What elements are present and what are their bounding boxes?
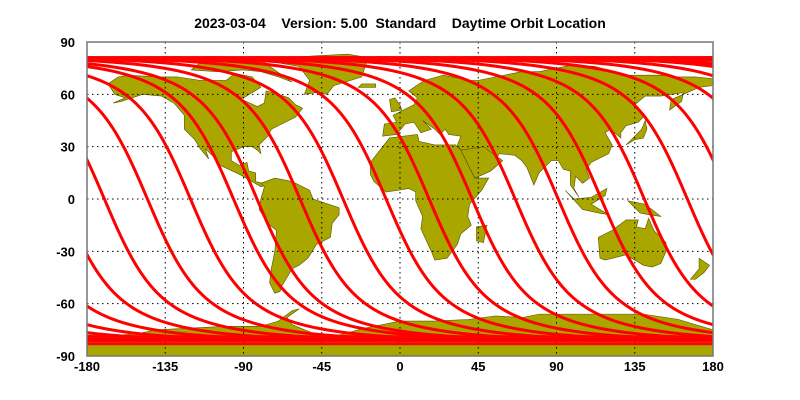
orbit-track xyxy=(87,56,611,342)
land-indonesia xyxy=(564,187,609,215)
land-new-zealand xyxy=(689,257,710,280)
orbit-track xyxy=(87,56,654,342)
y-tick-label: 60 xyxy=(61,87,75,102)
orbit-track xyxy=(745,58,800,340)
land-arabia xyxy=(460,146,504,179)
orbit-track xyxy=(463,56,713,101)
x-tick-label: 45 xyxy=(471,359,485,374)
x-tick-label: 0 xyxy=(396,359,403,374)
land-iceland xyxy=(357,83,376,88)
x-tick-label: -180 xyxy=(74,359,100,374)
land-japan xyxy=(625,119,648,146)
orbit-track xyxy=(248,56,713,335)
orbit-track xyxy=(377,56,713,258)
x-axis-ticks: -180 -135 -90 -45 0 45 90 135 180 xyxy=(74,359,724,374)
map-title: 2023-03-04 Version: 5.00 Standard Daytim… xyxy=(194,15,606,31)
x-tick-label: 90 xyxy=(549,359,563,374)
orbit-track xyxy=(87,251,372,342)
plot-frame xyxy=(86,41,714,357)
x-tick-label: 135 xyxy=(624,359,646,374)
x-tick-label: -135 xyxy=(152,359,178,374)
orbit-track xyxy=(0,58,27,340)
orbit-track xyxy=(87,62,568,342)
y-tick-label: -60 xyxy=(56,297,75,312)
y-axis-ticks: 90 60 30 0 -30 -60 -90 xyxy=(56,35,75,364)
y-tick-label: 0 xyxy=(68,192,75,207)
x-tick-label: 180 xyxy=(702,359,724,374)
y-tick-label: -90 xyxy=(56,349,75,364)
x-tick-label: -90 xyxy=(234,359,253,374)
orbit-track xyxy=(87,56,697,342)
orbit-track xyxy=(162,56,713,342)
land-uk xyxy=(389,97,403,113)
orbit-track xyxy=(291,56,713,327)
land-north-america xyxy=(107,73,304,188)
orbit-track xyxy=(87,156,415,342)
y-tick-label: -30 xyxy=(56,244,75,259)
y-tick-label: 90 xyxy=(61,35,75,50)
orbit-track xyxy=(87,96,458,342)
orbit-track xyxy=(119,56,713,342)
orbit-track xyxy=(420,56,713,164)
orbit-track xyxy=(87,74,501,342)
land-new-guinea xyxy=(626,200,662,217)
orbit-track xyxy=(334,56,713,308)
orbit-track xyxy=(702,56,713,60)
orbit-track xyxy=(205,56,713,339)
orbit-track xyxy=(87,65,544,342)
orbit-track xyxy=(788,58,800,340)
orbit-tracks xyxy=(0,56,800,346)
y-tick-label: 30 xyxy=(61,140,75,155)
x-tick-label: -45 xyxy=(312,359,331,374)
